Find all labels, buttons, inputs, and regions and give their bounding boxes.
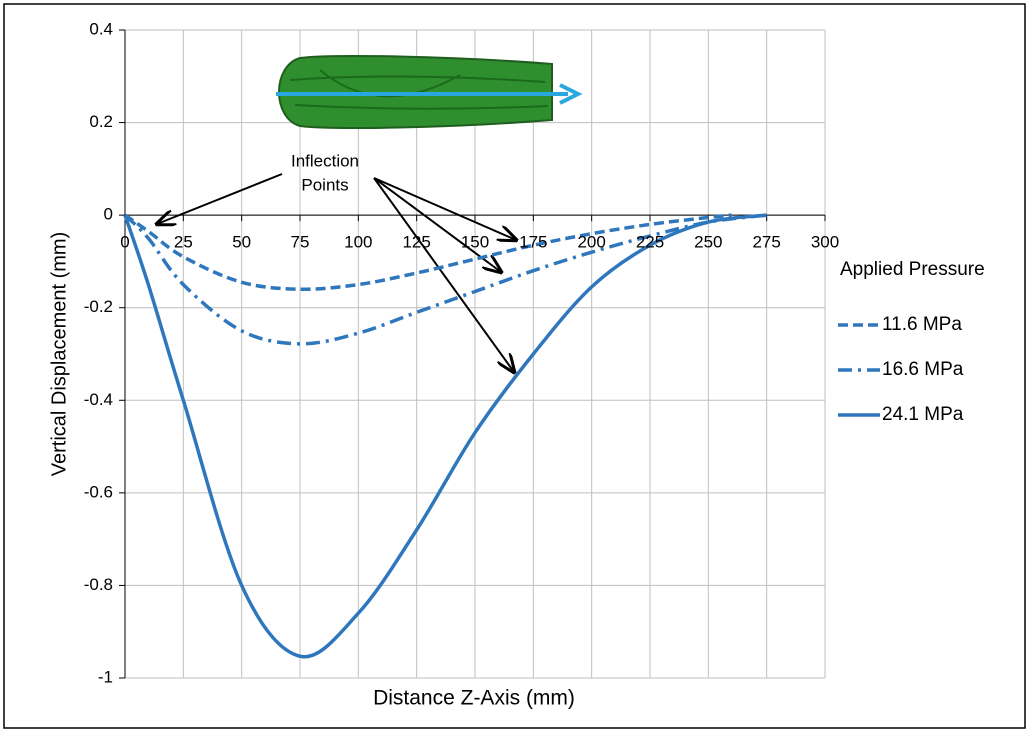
y-tick-label: -0.8 xyxy=(84,575,113,594)
legend-label: 11.6 MPa xyxy=(882,314,962,335)
grid xyxy=(119,29,826,679)
y-tick-label: 0.4 xyxy=(89,19,113,38)
x-axis-title: Distance Z-Axis (mm) xyxy=(373,687,575,710)
annotation: Points xyxy=(301,175,348,194)
legend-title: Applied Pressure xyxy=(840,259,985,280)
inset-image xyxy=(276,55,583,129)
series-line xyxy=(123,213,767,346)
legend-label: 16.6 MPa xyxy=(882,359,964,380)
y-tick-label: -0.4 xyxy=(84,390,113,409)
x-tick-label: 50 xyxy=(232,233,251,252)
x-tick-label: 300 xyxy=(811,233,839,252)
x-tick-label: 200 xyxy=(577,233,605,252)
annotation: Inflection xyxy=(291,151,359,170)
x-tick-label: 100 xyxy=(344,233,372,252)
x-tick-label: 275 xyxy=(752,233,780,252)
x-tick-label: 75 xyxy=(291,233,310,252)
plot xyxy=(123,213,767,659)
x-tick-label: 225 xyxy=(636,233,664,252)
legend-label: 24.1 MPa xyxy=(882,404,964,425)
x-tick-label: 250 xyxy=(694,233,722,252)
series-line xyxy=(123,213,767,659)
y-tick-label: -0.2 xyxy=(84,297,113,316)
x-tick-label: 175 xyxy=(519,233,547,252)
y-tick-label: -0.6 xyxy=(84,482,113,501)
y-tick-label: 0 xyxy=(104,205,113,224)
y-tick-label: -1 xyxy=(98,667,113,686)
y-tick-label: 0.2 xyxy=(89,112,113,131)
x-tick-label: 150 xyxy=(461,233,489,252)
y-axis-title: Vertical Displacement (mm) xyxy=(48,232,70,477)
x-tick-label: 0 xyxy=(120,233,129,252)
x-tick-label: 125 xyxy=(402,233,430,252)
x-tick-label: 25 xyxy=(174,233,193,252)
